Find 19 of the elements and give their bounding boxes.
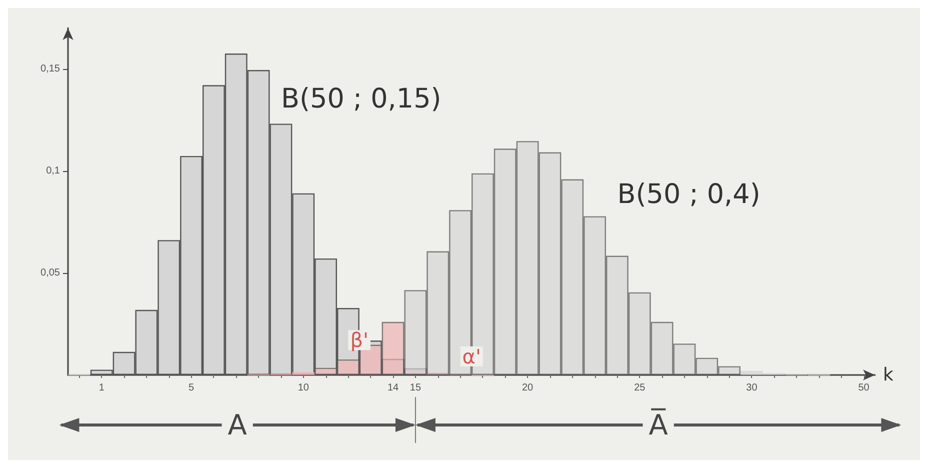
y-tick-label: 0,05	[40, 267, 60, 278]
x-tick-label: 50	[858, 382, 870, 394]
x-tick-label: 1	[98, 382, 105, 394]
annotation: β'	[350, 328, 368, 352]
x-tick-label: 20	[522, 382, 534, 394]
x-tick-label: 14	[387, 382, 400, 394]
y-tick-label: 0,15	[40, 63, 60, 74]
x-tick-label: 5	[188, 382, 195, 394]
x-tick-label: 15	[410, 382, 422, 394]
series-label: B(50 ; 0,4)	[617, 178, 760, 210]
x-tick-label: 30	[746, 382, 758, 394]
y-tick-label: 0,1	[46, 165, 60, 176]
x-axis-title: k	[883, 364, 894, 386]
x-tick-label: 10	[298, 382, 310, 394]
annotation: α'	[462, 344, 481, 368]
text: A̅	[648, 407, 668, 442]
text: A	[228, 408, 247, 442]
series-label: B(50 ; 0,15)	[280, 84, 442, 115]
x-tick-label: 25	[634, 382, 646, 394]
